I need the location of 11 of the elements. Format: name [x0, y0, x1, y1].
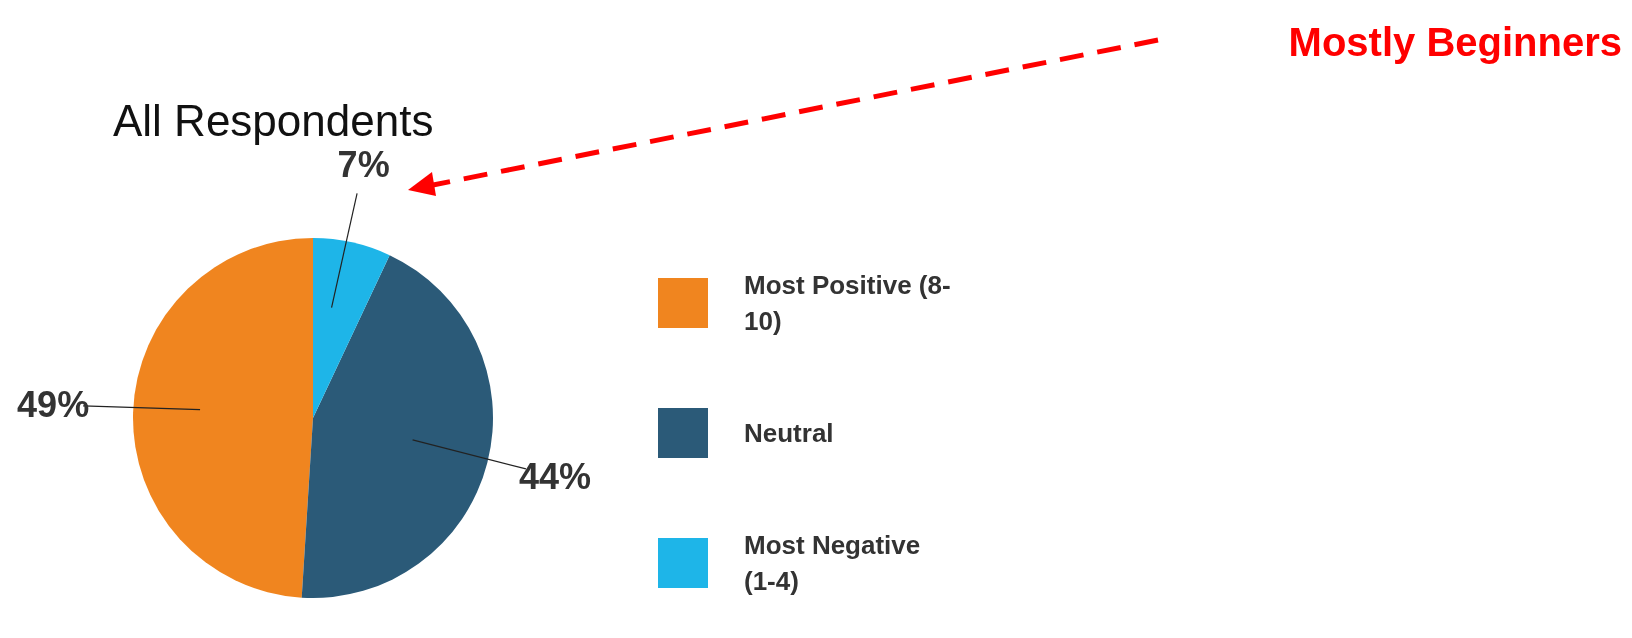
legend-label: Most Positive (8-10): [744, 269, 952, 338]
legend-label: Most Negative (1-4): [744, 529, 922, 598]
text: Mostly Beginners: [1288, 20, 1622, 65]
legend-label: Neutral: [744, 417, 835, 450]
pie-slice: [313, 238, 390, 418]
data-label: 49%: [17, 384, 90, 426]
pie-slice: [301, 255, 493, 598]
data-label: 7%: [337, 143, 390, 185]
chart-title: All Respondents: [113, 96, 434, 146]
pie-slice: [133, 238, 313, 598]
data-label: 44%: [518, 455, 592, 497]
